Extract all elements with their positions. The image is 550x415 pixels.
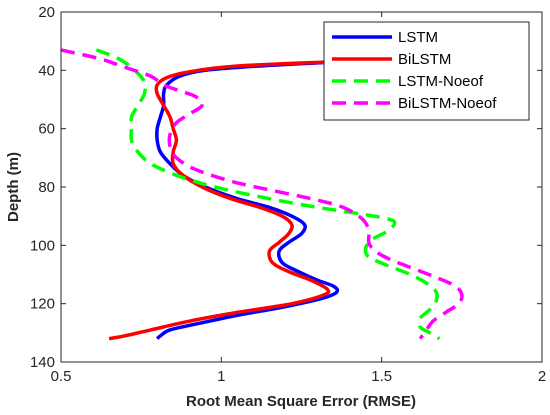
y-tick-label: 40 [38, 62, 55, 79]
legend-label: LSTM [398, 29, 438, 46]
x-axis-ticks: 0.5 1 1.5 2 [51, 12, 546, 385]
x-tick-label: 2 [538, 368, 546, 385]
y-tick-label: 60 [38, 121, 55, 138]
y-axis-label: Depth (m) [5, 152, 22, 222]
series-line-bilstm-noeof [60, 48, 464, 340]
legend-label: LSTM-Noeof [398, 73, 484, 90]
x-tick-label: 1 [217, 368, 225, 385]
y-tick-label: 20 [38, 4, 55, 21]
legend: LSTM BiLSTM LSTM-Noeof BiLSTM-Noeof [323, 21, 530, 121]
x-axis-label: Root Mean Square Error (RMSE) [186, 393, 416, 410]
y-axis-ticks: 20 40 60 80 100 120 140 [30, 4, 542, 371]
series-line-lstm-noeof [95, 48, 441, 341]
series-line-bilstm [108, 59, 341, 341]
y-tick-label: 80 [38, 179, 55, 196]
legend-label: BiLSTM [398, 51, 451, 68]
legend-label: BiLSTM-Noeof [398, 95, 497, 112]
y-tick-label: 100 [30, 237, 55, 254]
series-curves [60, 48, 464, 341]
y-tick-label: 140 [30, 354, 55, 371]
x-tick-label: 0.5 [51, 368, 72, 385]
y-tick-label: 120 [30, 296, 55, 313]
x-tick-label: 1.5 [371, 368, 392, 385]
